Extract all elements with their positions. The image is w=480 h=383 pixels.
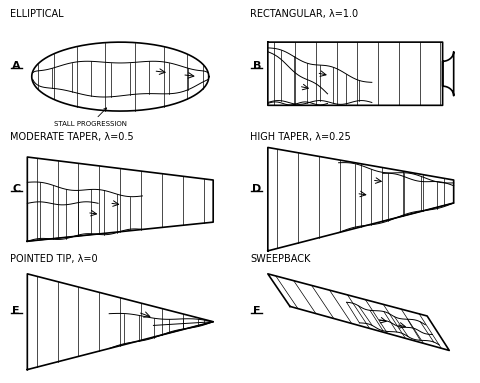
Text: A: A (12, 61, 21, 71)
Text: E: E (12, 306, 20, 316)
Text: MODERATE TAPER, λ=0.5: MODERATE TAPER, λ=0.5 (10, 132, 133, 142)
Text: B: B (252, 61, 261, 71)
Text: RECTANGULAR, λ=1.0: RECTANGULAR, λ=1.0 (250, 9, 358, 19)
Text: ELLIPTICAL: ELLIPTICAL (10, 9, 63, 19)
Text: C: C (12, 184, 20, 194)
Text: F: F (252, 306, 260, 316)
Text: POINTED TIP, λ=0: POINTED TIP, λ=0 (10, 254, 97, 264)
Text: HIGH TAPER, λ=0.25: HIGH TAPER, λ=0.25 (250, 132, 350, 142)
Text: STALL PROGRESSION: STALL PROGRESSION (54, 108, 127, 128)
Text: D: D (252, 184, 261, 194)
Text: SWEEPBACK: SWEEPBACK (250, 254, 310, 264)
